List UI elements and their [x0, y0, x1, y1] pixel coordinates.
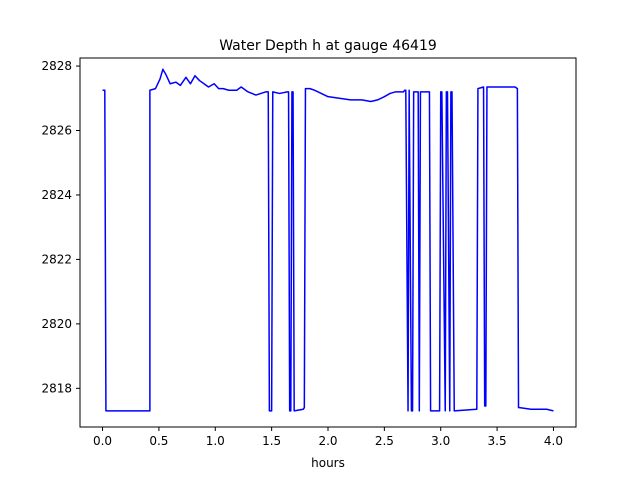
- y-tick-label: 2818: [41, 381, 72, 395]
- x-tick-label: 4.0: [544, 434, 563, 448]
- y-axis-ticks: 2818 2820 2822 2824 2826 2828: [41, 59, 80, 395]
- y-tick-label: 2828: [41, 59, 72, 73]
- chart-title: Water Depth h at gauge 46419: [219, 38, 437, 54]
- x-axis-label: hours: [311, 456, 345, 470]
- axes-frame: [79, 57, 577, 428]
- x-tick-label: 1.0: [206, 434, 225, 448]
- x-tick-label: 0.5: [149, 434, 168, 448]
- x-tick-label: 2.5: [375, 434, 394, 448]
- y-tick-label: 2820: [41, 317, 72, 331]
- x-tick-label: 2.0: [318, 434, 337, 448]
- y-tick-label: 2822: [41, 252, 72, 266]
- x-tick-label: 3.5: [488, 434, 507, 448]
- x-axis-ticks: 0.0 0.5 1.0 1.5 2.0 2.5 3.0 3.5 4.0: [93, 427, 563, 448]
- y-tick-label: 2826: [41, 124, 72, 138]
- y-tick-label: 2824: [41, 188, 72, 202]
- x-tick-label: 3.0: [431, 434, 450, 448]
- x-tick-label: 0.0: [93, 434, 112, 448]
- x-tick-label: 1.5: [262, 434, 281, 448]
- plot-area: [102, 68, 554, 412]
- series-line-0: [102, 68, 554, 412]
